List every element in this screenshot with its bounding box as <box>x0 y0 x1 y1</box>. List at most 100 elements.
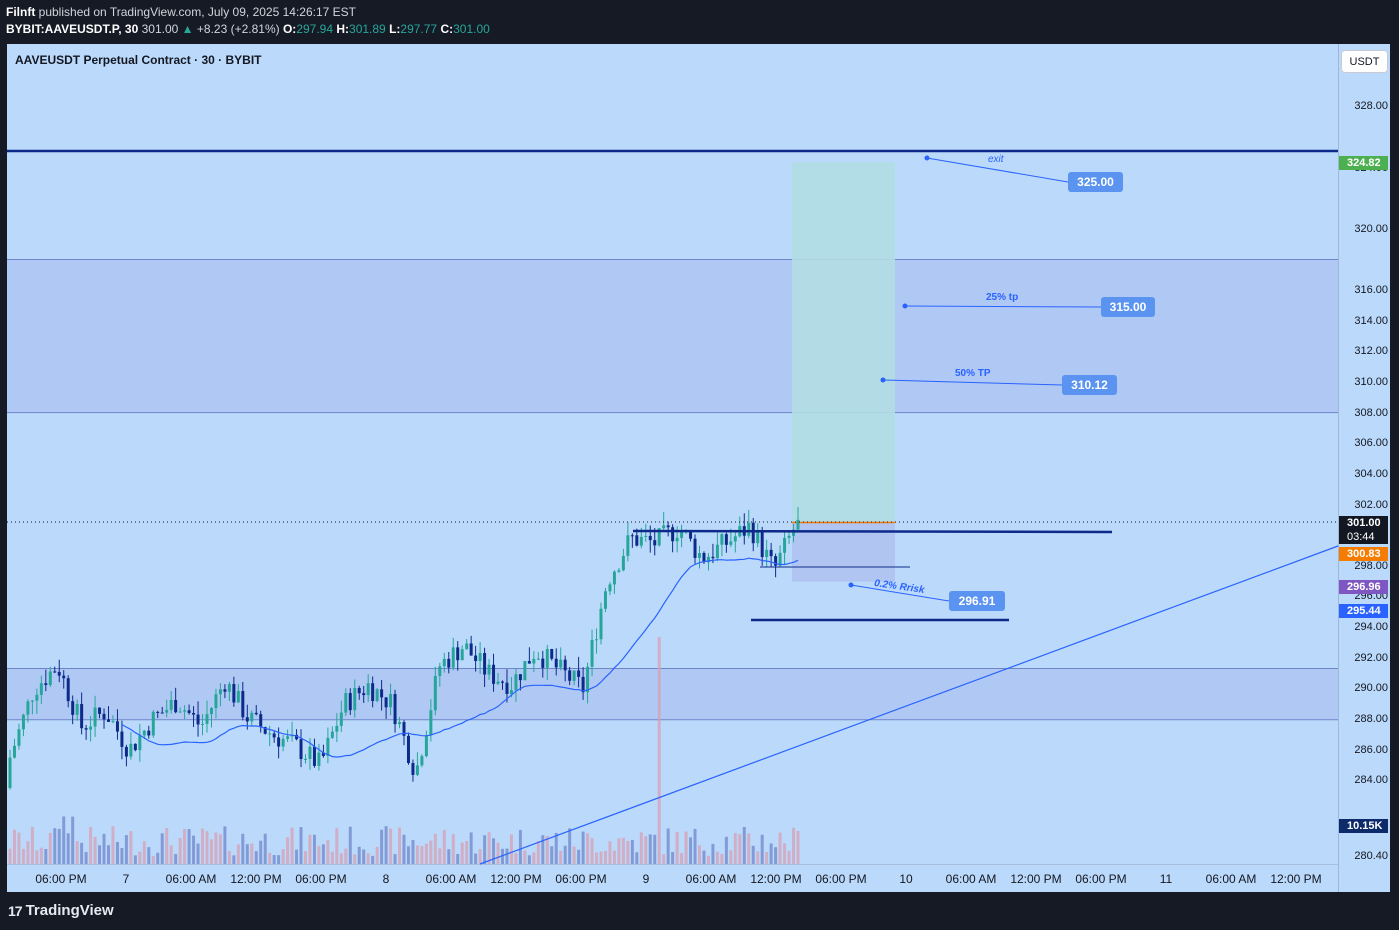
candle-body <box>227 684 231 692</box>
published-text: published on TradingView.com, July 09, 2… <box>35 5 356 19</box>
candle-body <box>492 664 496 684</box>
volume-bar <box>330 851 334 864</box>
candle-body <box>17 729 21 746</box>
volume-bar <box>586 833 590 864</box>
tp25-leader[interactable] <box>904 305 1102 308</box>
candle-body <box>138 735 142 751</box>
resistance-line[interactable] <box>632 529 1113 534</box>
volume-bar <box>796 831 800 864</box>
volume-bar <box>115 841 119 864</box>
volume-bar <box>281 849 285 864</box>
time-tick-label: 06:00 AM <box>165 872 217 886</box>
candle-body <box>702 553 706 563</box>
volume-bar <box>496 842 500 864</box>
candle-body <box>595 639 599 641</box>
candle-body <box>304 758 307 760</box>
candle-body <box>241 691 245 718</box>
tp50-annotation[interactable]: 50% TP <box>955 368 991 379</box>
price-tick-label: 320.00 <box>1354 222 1388 235</box>
candle-body <box>357 687 361 694</box>
zone-rect <box>7 259 1338 413</box>
candle-body <box>675 537 679 542</box>
volume-bar <box>187 829 191 864</box>
candle-body <box>568 670 572 681</box>
risk-leader[interactable] <box>850 584 950 602</box>
candle-body <box>451 647 455 668</box>
volume-bar <box>527 855 531 864</box>
volume-bar <box>433 833 437 864</box>
profit-zone[interactable] <box>792 162 895 523</box>
volume-bar <box>765 851 769 864</box>
long-position-tool[interactable] <box>792 162 895 582</box>
candle-body <box>478 653 482 662</box>
volume-bar <box>420 846 424 864</box>
risk-anchor[interactable] <box>848 582 854 588</box>
tp50-leader[interactable] <box>882 379 1063 386</box>
candle-body <box>209 708 213 715</box>
time-tick-label: 06:00 PM <box>1075 872 1127 886</box>
tp25-anchor[interactable] <box>902 303 908 309</box>
candle-body <box>635 535 639 546</box>
drawn-lines[interactable] <box>7 149 1339 865</box>
tp25-annotation[interactable]: 25% tp <box>986 292 1019 303</box>
volume-bar <box>769 843 773 864</box>
volume-bar <box>563 845 567 864</box>
exit-annotation[interactable]: exit <box>988 154 1004 165</box>
candle-body <box>218 689 222 695</box>
volume-bars <box>8 636 800 864</box>
volume-bar <box>621 837 625 864</box>
volume-bar <box>183 828 187 864</box>
volume-bar <box>715 851 719 864</box>
volume-bar <box>572 846 576 864</box>
tradingview-logo[interactable]: 17 TradingView <box>8 902 114 919</box>
volume-bar <box>250 843 254 864</box>
candle-body <box>344 693 348 713</box>
volume-bar <box>465 841 469 864</box>
volume-bar <box>380 829 384 864</box>
candle-body <box>406 735 410 764</box>
volume-bar <box>424 843 428 864</box>
currency-button[interactable]: USDT <box>1341 50 1388 73</box>
candle-body <box>286 736 290 739</box>
volume-bar <box>133 855 137 864</box>
candle-body <box>201 723 205 725</box>
risk-price-callout[interactable]: 296.91 <box>949 591 1005 611</box>
candle-body <box>362 693 366 696</box>
candle-body <box>151 711 155 736</box>
candle-body <box>8 757 12 788</box>
candle-body <box>214 694 218 709</box>
time-tick-label: 12:00 PM <box>490 872 542 886</box>
volume-bar <box>469 832 473 864</box>
candle-body <box>465 643 469 650</box>
tp25-price-callout[interactable]: 315.00 <box>1101 297 1155 317</box>
price-tick-label: 286.00 <box>1354 743 1388 756</box>
volume-bar <box>39 847 43 864</box>
candle-body <box>380 689 384 698</box>
candle-body <box>778 552 782 566</box>
candle-body <box>57 671 61 676</box>
exit-leader[interactable] <box>926 157 1069 183</box>
candle-body <box>80 704 84 729</box>
price-tick-label: 328.00 <box>1354 100 1388 113</box>
author-name[interactable]: Filnft <box>6 5 36 19</box>
candle-body <box>689 531 693 539</box>
volume-tag: 10.15K <box>1339 819 1388 833</box>
symbol-label: BYBIT:AAVEUSDT.P, 30 <box>6 22 139 36</box>
price-tick-label: 310.00 <box>1354 376 1388 388</box>
candle-body <box>48 671 52 685</box>
volume-bar <box>662 854 666 864</box>
candle-body <box>639 536 643 546</box>
tp50-anchor[interactable] <box>880 377 886 383</box>
trendline[interactable] <box>479 545 1339 865</box>
price-tick-label: 308.00 <box>1354 406 1388 419</box>
open-value: 297.94 <box>296 22 334 36</box>
volume-bar <box>680 853 684 864</box>
volume-bar <box>518 829 522 864</box>
candle-body <box>317 752 321 766</box>
tp50-price-callout[interactable]: 310.12 <box>1062 375 1117 395</box>
candle-body <box>393 694 397 725</box>
exit-price-callout[interactable]: 325.00 <box>1068 172 1123 192</box>
exit-anchor[interactable] <box>924 155 930 161</box>
candle-body <box>442 658 446 667</box>
